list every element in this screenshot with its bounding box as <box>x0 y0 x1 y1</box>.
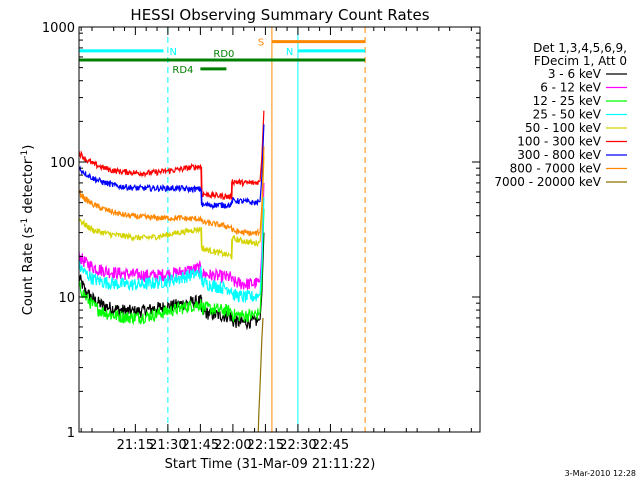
series-line-7 <box>78 124 265 211</box>
annotation-label-5: RD4 <box>172 65 193 76</box>
legend-header-1: Det 1,3,4,5,6,9, <box>533 41 627 55</box>
x-tick-label-2: 21:30 <box>149 438 186 453</box>
legend-label-4: 25 - 50 keV <box>533 108 602 122</box>
y-tick-label-4: 1000 <box>42 21 75 36</box>
y-axis: 1 10 100 1000 <box>42 21 480 441</box>
series-line-6 <box>78 110 265 201</box>
plot-frame <box>78 26 481 433</box>
series-line-1 <box>78 232 265 331</box>
annotation-label-2: N <box>286 47 293 58</box>
legend-label-1: 3 - 6 keV <box>548 67 602 81</box>
y-tick-label-3: 100 <box>50 156 75 171</box>
legend-label-7: 300 - 800 keV <box>517 148 601 162</box>
x-tick-label-4: 22:00 <box>214 438 251 453</box>
x-tick-label-1: 21:15 <box>117 438 154 453</box>
annotation-label-4: RD0 <box>213 49 234 60</box>
series-line-9 <box>257 317 264 433</box>
annotation-label-3: S <box>258 38 264 49</box>
x-axis-label: Start Time (31-Mar-09 21:11:22) <box>165 457 376 472</box>
x-tick-label-7: 22:45 <box>312 438 349 453</box>
plot-area: N N S RD0 RD4 <box>78 27 366 433</box>
x-tick-label-6: 22:30 <box>279 438 316 453</box>
y-tick-label-1: 1 <box>67 426 75 441</box>
y-axis-label: Count Rate (s-1 detector-1) <box>20 145 36 316</box>
annotation-label-1: N <box>170 47 177 58</box>
y-axis-label-sup2: -1 <box>20 150 30 159</box>
legend: Det 1,3,4,5,6,9, FDecim 1, Att 0 3 - 6 k… <box>494 41 627 189</box>
legend-label-8: 800 - 7000 keV <box>510 162 602 176</box>
legend-header-2: FDecim 1, Att 0 <box>534 54 627 68</box>
y-tick-label-2: 10 <box>58 291 75 306</box>
x-tick-label-3: 21:45 <box>182 438 219 453</box>
legend-label-9: 7000 - 20000 keV <box>494 175 601 189</box>
series-line-8 <box>78 146 265 237</box>
series-line-4 <box>78 197 265 304</box>
series-line-3 <box>78 208 265 326</box>
y-axis-label-main: Count Rate (s <box>21 227 36 316</box>
legend-label-2: 6 - 12 keV <box>540 81 602 95</box>
y-axis-label-end: ) <box>21 145 36 150</box>
y-axis-label-mid: detector <box>21 158 36 218</box>
x-tick-label-5: 22:15 <box>247 438 284 453</box>
legend-label-5: 50 - 100 keV <box>525 121 602 135</box>
chart-title: HESSI Observing Summary Count Rates <box>130 6 429 24</box>
series-line-2 <box>78 182 265 290</box>
legend-label-6: 100 - 300 keV <box>517 135 601 149</box>
legend-label-3: 12 - 25 keV <box>533 94 602 108</box>
y-axis-label-sup1: -1 <box>20 218 30 227</box>
footer-date: 3-Mar-2010 12:28 <box>565 469 636 478</box>
series-line-5 <box>78 156 265 260</box>
